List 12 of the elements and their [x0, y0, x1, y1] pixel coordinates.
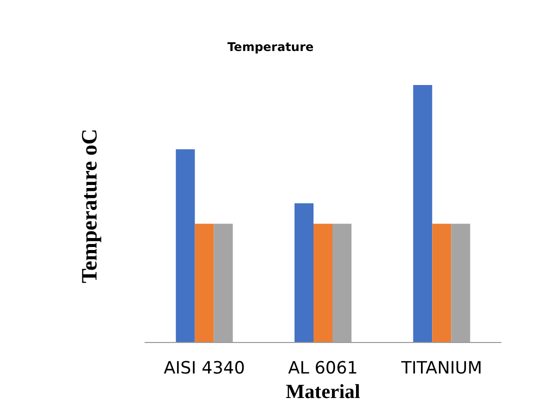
bar: [176, 149, 195, 342]
x-axis-title: Material: [286, 380, 361, 403]
x-tick-label: AL 6061: [288, 358, 358, 378]
chart-title: Temperature: [227, 40, 314, 54]
bar: [294, 203, 314, 342]
y-axis-title: Temperature oC: [76, 128, 102, 284]
bar: [194, 224, 214, 342]
x-tick-label: TITANIUM: [400, 358, 482, 378]
bar: [413, 85, 432, 342]
bar: [432, 224, 452, 342]
bar: [314, 224, 332, 342]
x-tick-label: AISI 4340: [164, 358, 245, 378]
